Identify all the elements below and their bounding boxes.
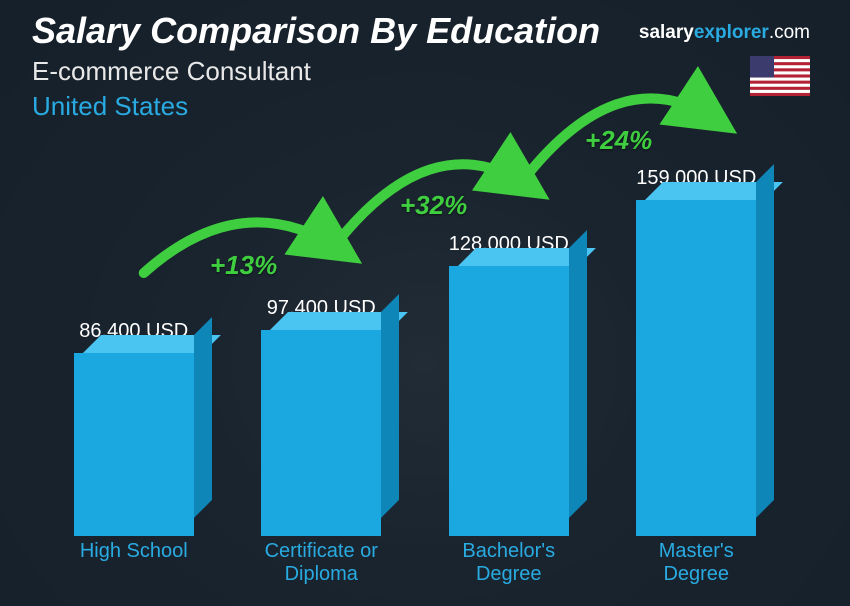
- bars-container: 86,400 USD97,400 USD128,000 USD159,000 U…: [40, 150, 790, 536]
- us-flag-icon: [750, 56, 810, 96]
- brand-prefix: salary: [639, 22, 694, 43]
- page-title: Salary Comparison By Education: [32, 10, 600, 52]
- bar: [449, 266, 569, 536]
- chart-area: 86,400 USD97,400 USD128,000 USD159,000 U…: [40, 150, 790, 586]
- subtitle: E-commerce Consultant: [32, 56, 818, 87]
- bar: [74, 353, 194, 536]
- bar: [636, 200, 756, 536]
- labels-container: High SchoolCertificate orDiplomaBachelor…: [40, 540, 790, 586]
- bar-group: 128,000 USD: [419, 233, 599, 536]
- bar-side-face: [756, 164, 774, 518]
- bar: [261, 330, 381, 536]
- header: Salary Comparison By Education salaryexp…: [32, 10, 818, 122]
- bar-front-face: [74, 353, 194, 536]
- bar-side-face: [194, 317, 212, 518]
- brand-suffix: .com: [769, 22, 810, 43]
- bar-front-face: [261, 330, 381, 536]
- bar-front-face: [449, 266, 569, 536]
- bar-group: 97,400 USD: [231, 297, 411, 536]
- brand-mid: explorer: [694, 22, 769, 43]
- bar-label: Bachelor'sDegree: [419, 540, 599, 586]
- bar-front-face: [636, 200, 756, 536]
- brand-logo: salaryexplorer.com: [639, 22, 810, 44]
- bar-label: Master'sDegree: [606, 540, 786, 586]
- bar-group: 86,400 USD: [44, 320, 224, 536]
- bar-side-face: [381, 294, 399, 518]
- country-label: United States: [32, 91, 818, 122]
- bar-label: High School: [44, 540, 224, 586]
- bar-label: Certificate orDiploma: [231, 540, 411, 586]
- bar-side-face: [569, 230, 587, 518]
- bar-group: 159,000 USD: [606, 167, 786, 536]
